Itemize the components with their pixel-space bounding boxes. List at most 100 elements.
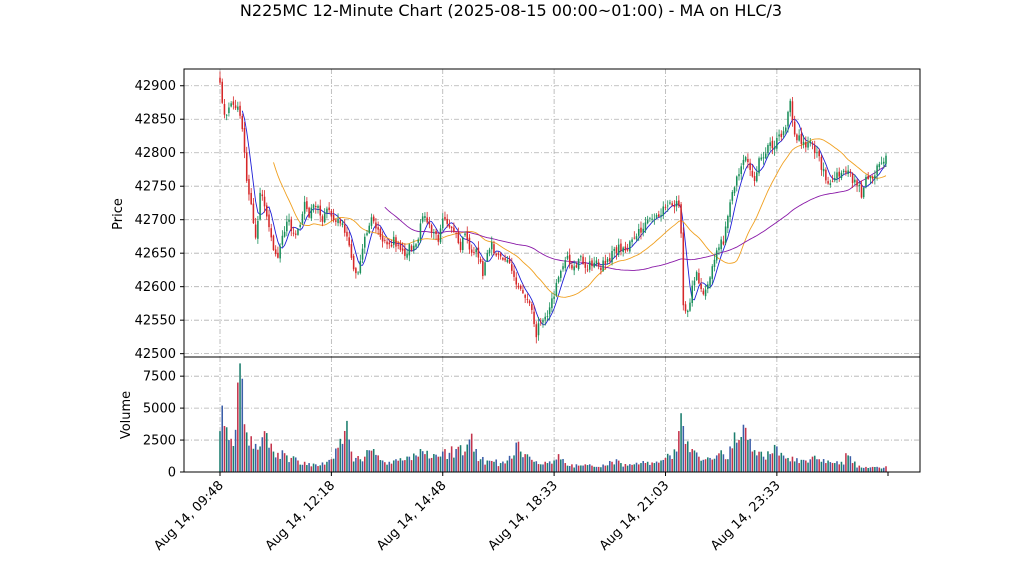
candle-body bbox=[274, 249, 277, 255]
volume-bar bbox=[876, 466, 878, 472]
candle-body bbox=[865, 176, 867, 187]
candle-body bbox=[441, 218, 444, 229]
volume-bar bbox=[462, 455, 464, 472]
volume-bar bbox=[470, 433, 473, 472]
candle-body bbox=[613, 248, 616, 251]
candle-body bbox=[370, 217, 373, 226]
volume-bar bbox=[867, 467, 869, 472]
volume-bar bbox=[860, 467, 863, 472]
candle-body bbox=[290, 219, 293, 231]
volume-bar bbox=[314, 464, 317, 472]
volume-bar bbox=[798, 463, 800, 472]
candle-body bbox=[225, 114, 228, 116]
candlesticks bbox=[219, 71, 887, 344]
volume-bar bbox=[297, 460, 299, 472]
candle-body bbox=[399, 244, 402, 250]
candle-body bbox=[776, 137, 778, 149]
volume-bar bbox=[243, 424, 246, 472]
candle-body bbox=[669, 202, 671, 204]
volume-bar bbox=[457, 446, 460, 472]
volume-bar bbox=[446, 458, 448, 472]
volume-bar bbox=[348, 439, 350, 472]
volume-bar bbox=[640, 463, 642, 472]
volume-bar bbox=[575, 464, 578, 472]
candle-body bbox=[802, 141, 805, 145]
candle-body bbox=[678, 200, 680, 206]
volume-bar bbox=[524, 454, 526, 472]
volume-bar bbox=[787, 457, 789, 472]
candle-body bbox=[876, 165, 878, 175]
volume-plot-frame bbox=[183, 356, 921, 473]
volume-bar bbox=[842, 464, 845, 472]
candle-body bbox=[279, 246, 281, 259]
volume-bar bbox=[288, 462, 290, 472]
volume-bar bbox=[245, 432, 248, 472]
candle-body bbox=[243, 128, 246, 153]
volume-bar bbox=[582, 465, 584, 472]
candle-body bbox=[709, 277, 711, 286]
volume-bar bbox=[760, 451, 763, 472]
volume-bar bbox=[490, 460, 493, 472]
candle-body bbox=[283, 231, 286, 237]
volume-bar bbox=[869, 467, 872, 472]
volume-bar bbox=[571, 464, 573, 472]
candle-body bbox=[715, 250, 718, 261]
candle-body bbox=[526, 299, 529, 301]
candle-body bbox=[867, 175, 869, 179]
candle-body bbox=[502, 257, 504, 260]
candle-body bbox=[829, 183, 832, 185]
candle-body bbox=[377, 227, 379, 230]
volume-bar bbox=[862, 467, 865, 472]
volume-bar bbox=[666, 453, 669, 472]
candle-body bbox=[546, 316, 549, 317]
volume-bar bbox=[435, 454, 437, 472]
volume-bar bbox=[675, 451, 678, 472]
volume-y-ticks: 0 2500 5000 7500 bbox=[143, 370, 184, 481]
volume-bar bbox=[658, 462, 660, 472]
volume-bar bbox=[653, 463, 656, 472]
volume-bar bbox=[274, 457, 277, 472]
volume-bar bbox=[836, 461, 838, 472]
volume-bar bbox=[686, 441, 689, 472]
volume-bar bbox=[756, 455, 758, 472]
volume-bar bbox=[388, 461, 391, 472]
volume-bar bbox=[424, 454, 426, 472]
volume-bar bbox=[223, 426, 226, 472]
volume-bar bbox=[477, 461, 480, 472]
ma-long-line bbox=[384, 165, 887, 271]
candle-body bbox=[818, 150, 820, 157]
candle-body bbox=[375, 222, 377, 229]
candle-body bbox=[473, 251, 475, 253]
candle-body bbox=[341, 223, 344, 225]
volume-bar bbox=[426, 450, 428, 472]
candle-body bbox=[335, 220, 337, 222]
candle-body bbox=[704, 289, 707, 297]
volume-bar bbox=[519, 451, 522, 472]
candle-body bbox=[593, 262, 595, 268]
volume-bar bbox=[381, 460, 384, 472]
candle-body bbox=[744, 157, 747, 161]
candle-body bbox=[548, 307, 551, 315]
candle-body bbox=[816, 152, 818, 154]
candle-body bbox=[457, 231, 460, 244]
volume-bar bbox=[268, 447, 270, 472]
volume-bar bbox=[655, 461, 658, 472]
candle-body bbox=[609, 258, 611, 262]
candle-body bbox=[749, 162, 751, 170]
volume-bar bbox=[323, 464, 326, 472]
candle-body bbox=[488, 249, 491, 254]
volume-bar bbox=[551, 463, 553, 472]
candle-body bbox=[588, 261, 591, 270]
volume-bar bbox=[615, 459, 618, 472]
volume-bar bbox=[586, 465, 589, 472]
candle-body bbox=[845, 170, 847, 173]
volume-bar bbox=[833, 463, 836, 472]
volume-bar bbox=[493, 461, 495, 472]
ma-short-line bbox=[241, 110, 887, 326]
candle-body bbox=[337, 219, 339, 224]
volume-bar bbox=[825, 463, 827, 472]
volume-bar bbox=[711, 459, 714, 472]
candle-body bbox=[426, 217, 428, 223]
volume-bar bbox=[419, 449, 422, 472]
candle-body bbox=[787, 111, 789, 127]
